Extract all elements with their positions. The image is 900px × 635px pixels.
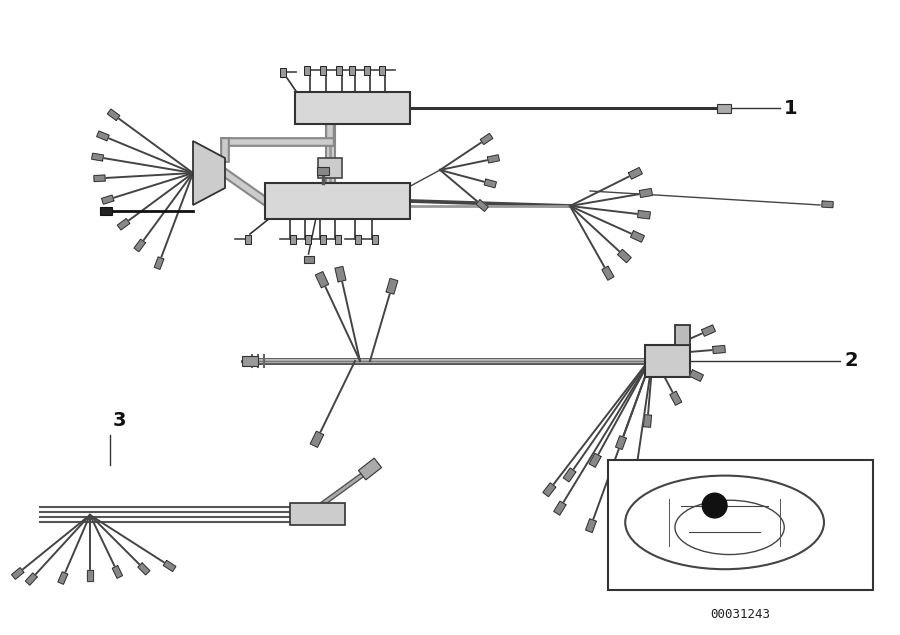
Polygon shape (58, 572, 68, 584)
Bar (645, 345, 690, 377)
Polygon shape (316, 272, 328, 288)
Polygon shape (193, 141, 225, 205)
Circle shape (702, 493, 727, 518)
Polygon shape (96, 131, 109, 141)
Polygon shape (372, 234, 378, 243)
Polygon shape (644, 415, 652, 427)
Polygon shape (481, 133, 493, 145)
Polygon shape (702, 325, 716, 336)
Polygon shape (586, 519, 597, 533)
Polygon shape (87, 570, 93, 581)
Polygon shape (543, 483, 556, 497)
Polygon shape (484, 179, 497, 188)
Polygon shape (616, 436, 626, 450)
Text: 00031243: 00031243 (710, 608, 770, 621)
Polygon shape (320, 234, 326, 243)
Polygon shape (631, 231, 644, 242)
Polygon shape (488, 155, 500, 163)
Polygon shape (628, 168, 643, 179)
Polygon shape (590, 453, 601, 467)
Polygon shape (154, 257, 164, 269)
Polygon shape (379, 65, 385, 74)
Polygon shape (563, 468, 576, 482)
Polygon shape (117, 218, 130, 230)
Polygon shape (617, 250, 631, 263)
Polygon shape (335, 234, 341, 243)
Polygon shape (100, 207, 112, 215)
Text: 2: 2 (844, 352, 858, 370)
Polygon shape (25, 573, 37, 585)
Polygon shape (12, 568, 24, 579)
Polygon shape (637, 211, 651, 219)
Polygon shape (290, 234, 296, 243)
Bar (290, 503, 345, 525)
Ellipse shape (675, 500, 784, 554)
Polygon shape (717, 104, 731, 112)
Polygon shape (358, 458, 382, 480)
Polygon shape (386, 278, 398, 294)
Polygon shape (713, 345, 725, 354)
Polygon shape (280, 67, 286, 76)
Polygon shape (336, 65, 342, 74)
Polygon shape (242, 356, 258, 366)
Polygon shape (164, 561, 176, 572)
Polygon shape (623, 525, 632, 537)
Bar (318, 158, 342, 178)
Polygon shape (134, 239, 146, 251)
Bar (265, 183, 410, 219)
Polygon shape (689, 370, 703, 381)
Polygon shape (602, 266, 614, 280)
Polygon shape (102, 195, 114, 204)
Polygon shape (554, 501, 566, 515)
Polygon shape (670, 391, 681, 405)
Polygon shape (245, 234, 251, 243)
Polygon shape (639, 189, 652, 197)
Polygon shape (822, 201, 833, 208)
Polygon shape (317, 167, 329, 175)
Bar (608, 460, 873, 590)
Polygon shape (335, 267, 346, 282)
Bar (295, 92, 410, 124)
Polygon shape (320, 65, 326, 74)
Polygon shape (107, 109, 120, 121)
Polygon shape (349, 65, 355, 74)
Polygon shape (138, 563, 150, 575)
Polygon shape (310, 431, 324, 447)
Text: 1: 1 (784, 98, 797, 117)
Polygon shape (112, 566, 122, 578)
Polygon shape (304, 65, 310, 74)
Text: 3: 3 (113, 411, 127, 430)
Polygon shape (476, 199, 489, 211)
Ellipse shape (626, 476, 824, 569)
Bar (675, 325, 690, 345)
Polygon shape (303, 255, 313, 262)
Polygon shape (355, 234, 361, 243)
Polygon shape (364, 65, 370, 74)
Polygon shape (94, 175, 105, 182)
Polygon shape (305, 234, 311, 243)
Polygon shape (92, 153, 104, 161)
